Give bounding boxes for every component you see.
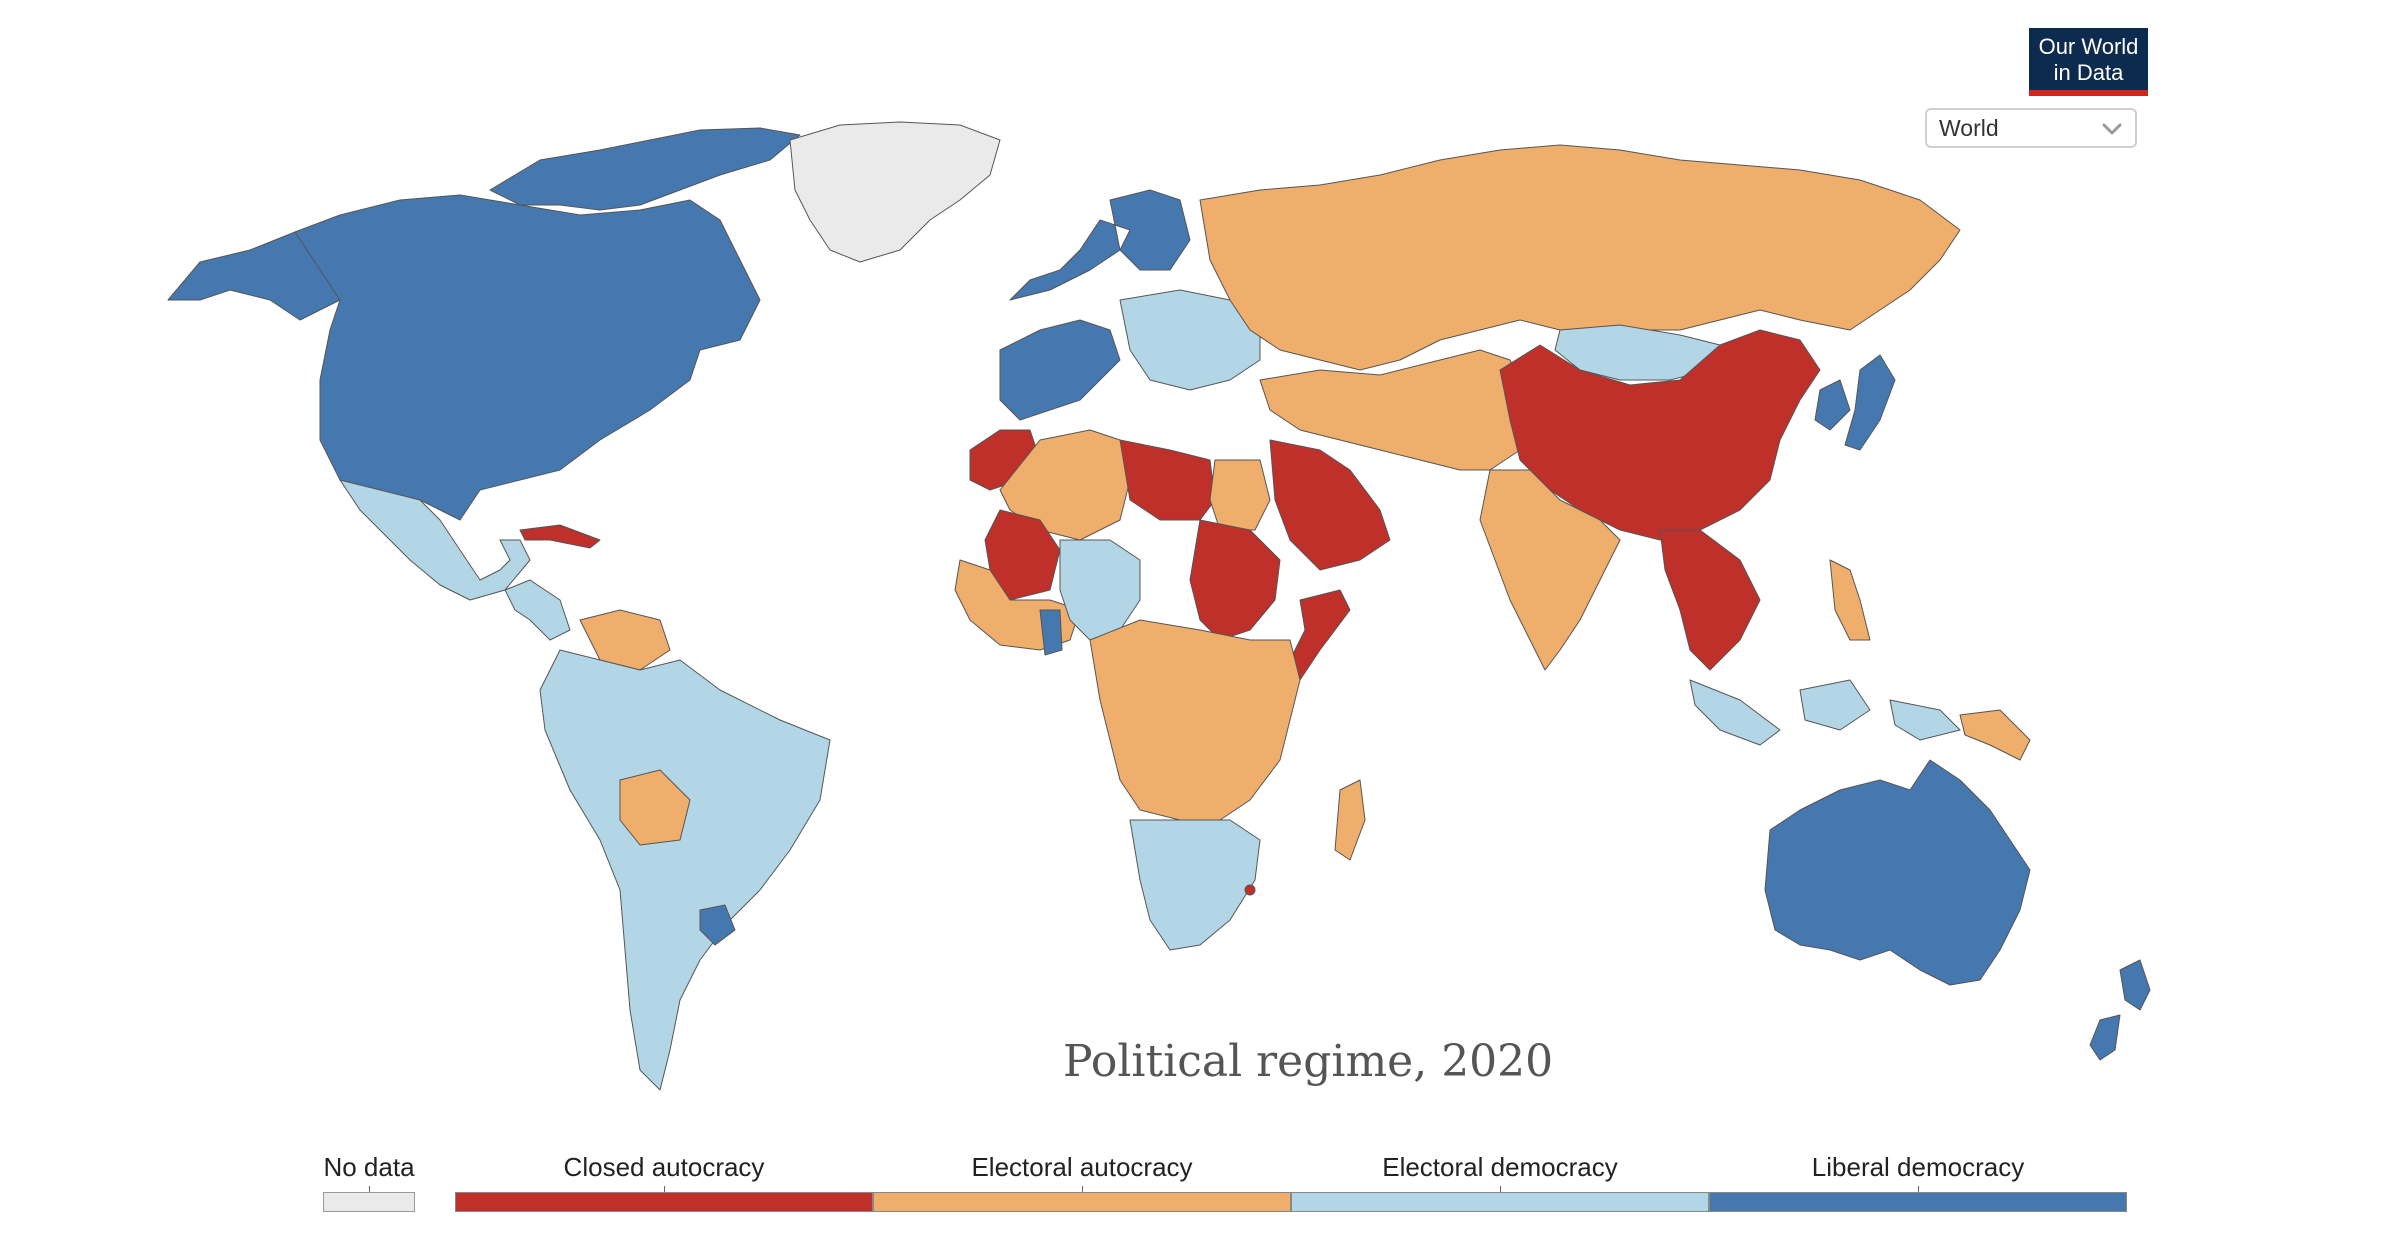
legend-swatch-no-data[interactable] xyxy=(323,1192,415,1212)
region-southeast-asia-mainland[interactable]: Southeast Asia mainland: Closed autocrac… xyxy=(1659,529,1761,671)
legend-label-electoral-autocracy: Electoral autocracy xyxy=(971,1152,1193,1182)
legend-label-no-data: No data xyxy=(323,1152,415,1182)
region-indonesia[interactable]: Indonesia: Electoral democracy xyxy=(1689,679,1961,746)
legend-label-liberal-democracy: Liberal democracy xyxy=(1811,1152,2025,1182)
region-eswatini[interactable]: Eswatini: Closed autocracy xyxy=(1244,884,1256,896)
legend-tick xyxy=(664,1186,665,1192)
region-southern-africa[interactable]: Southern Africa: Electoral democracy xyxy=(1129,819,1261,951)
region-sudan[interactable]: Sudan: Closed autocracy xyxy=(1189,519,1281,641)
legend-tick xyxy=(369,1186,370,1192)
owid-logo[interactable]: Our World in Data xyxy=(2029,28,2148,96)
chart-title: Political regime, 2020 xyxy=(1063,1036,1554,1087)
region-australia[interactable]: Australia: Liberal democracy xyxy=(1764,759,2031,986)
region-central-america[interactable]: Central America: Electoral democracy xyxy=(504,579,571,641)
region-papua-new-guinea[interactable]: Papua New Guinea: Electoral autocracy xyxy=(1959,709,2031,761)
legend-label-electoral-democracy: Electoral democracy xyxy=(1382,1152,1618,1182)
region-egypt[interactable]: Central & East Africa: Electoral autocra… xyxy=(1209,459,1271,531)
legend-swatch-electoral-democracy[interactable] xyxy=(1291,1192,1709,1212)
region-south-america[interactable]: Brazil: Electoral democracy xyxy=(539,649,831,1091)
region-north-africa[interactable]: Central & East Africa: Electoral autocra… xyxy=(999,429,1131,541)
region-india[interactable]: India: Electoral autocracy xyxy=(1479,469,1621,671)
logo-line-2: in Data xyxy=(2053,60,2124,85)
region-greenland[interactable]: Greenland: No data xyxy=(789,121,1001,263)
legend-swatch-closed-autocracy[interactable] xyxy=(455,1192,873,1212)
region-canada-arctic[interactable]: North America (US, Canada): Liberal demo… xyxy=(489,127,801,211)
region-arabian-peninsula[interactable]: Saudi Arabia / Gulf: Closed autocracy xyxy=(1269,439,1391,571)
region-china[interactable]: China: Closed autocracy xyxy=(1499,329,1821,541)
region-japan-korea[interactable]: Japan: Liberal democracy xyxy=(1814,354,1896,451)
region-cuba[interactable]: Cuba: Closed autocracy xyxy=(519,524,601,549)
region-russia[interactable]: Russia: Electoral autocracy xyxy=(1199,144,1961,371)
region-madagascar[interactable]: Madagascar: Electoral autocracy xyxy=(1334,779,1366,861)
region-central-east-africa[interactable]: Central & East Africa: Electoral autocra… xyxy=(1089,619,1301,821)
region-somalia[interactable]: Somalia: Closed autocracy xyxy=(1289,589,1351,681)
legend-swatch-electoral-autocracy[interactable] xyxy=(873,1192,1291,1212)
region-eastern-europe[interactable]: Eastern Europe: Electoral democracy xyxy=(1119,289,1261,391)
region-central-asia-middle-east[interactable]: Central Asia: Electoral autocracy xyxy=(1259,349,1531,471)
legend-tick xyxy=(1918,1186,1919,1192)
legend-label-closed-autocracy: Closed autocracy xyxy=(563,1152,765,1182)
region-select[interactable]: World xyxy=(1925,108,2137,148)
region-mexico[interactable]: Mexico: Electoral democracy xyxy=(339,479,531,601)
region-philippines[interactable]: Philippines: Electoral autocracy xyxy=(1829,559,1871,641)
region-bolivia[interactable]: Bolivia: Electoral autocracy xyxy=(619,769,691,846)
region-new-zealand[interactable]: New Zealand: Liberal democracy xyxy=(2089,959,2151,1061)
chevron-down-icon xyxy=(2102,123,2122,135)
region-mali[interactable]: Mali: Closed autocracy xyxy=(984,509,1061,601)
legend-swatch-liberal-democracy[interactable] xyxy=(1709,1192,2127,1212)
region-uruguay[interactable]: Uruguay: Liberal democracy xyxy=(699,904,736,946)
region-ghana[interactable]: Ghana: Liberal democracy xyxy=(1039,609,1063,656)
logo-line-1: Our World xyxy=(2038,34,2139,59)
region-north-america[interactable]: North America (US, Canada): Liberal demo… xyxy=(294,194,761,521)
legend-tick xyxy=(1500,1186,1501,1192)
legend-tick xyxy=(1082,1186,1083,1192)
map-regions: Alaska: Liberal democracy North America … xyxy=(167,121,2151,1091)
region-select-value: World xyxy=(1939,115,1999,141)
region-western-europe[interactable]: Western Europe: Liberal democracy xyxy=(999,189,1191,421)
region-libya[interactable]: Libya: Closed autocracy xyxy=(1119,439,1216,521)
